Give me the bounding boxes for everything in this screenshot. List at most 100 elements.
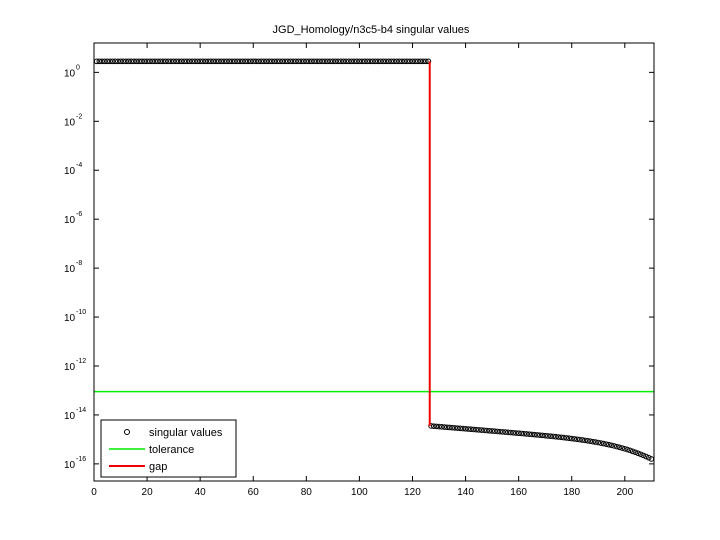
- singular-value-point: [369, 58, 376, 65]
- singular-value-point: [409, 58, 416, 65]
- series-layer: [93, 58, 655, 462]
- singular-value-point: [364, 58, 371, 65]
- singular-value-point: [449, 424, 456, 431]
- y-tick-exponent: -6: [76, 211, 82, 218]
- singular-value-point: [282, 58, 288, 65]
- singular-value-point: [584, 437, 591, 444]
- singular-value-point: [640, 452, 647, 459]
- singular-value-point: [276, 58, 283, 65]
- x-tick-label: 120: [404, 487, 421, 498]
- singular-value-point: [200, 58, 206, 65]
- singular-value-point: [518, 430, 525, 437]
- singular-value-point: [123, 58, 129, 65]
- singular-value-point: [465, 426, 472, 432]
- singular-value-point: [115, 58, 121, 65]
- singular-value-point: [367, 58, 373, 65]
- singular-value-point: [287, 58, 294, 65]
- singular-value-point: [322, 58, 328, 65]
- singular-value-point: [311, 58, 318, 65]
- singular-value-point: [136, 58, 142, 65]
- singular-value-point: [213, 58, 219, 65]
- singular-value-point: [109, 58, 116, 65]
- singular-value-point: [263, 58, 270, 65]
- singular-value-point: [178, 58, 185, 65]
- singular-value-point: [499, 429, 506, 435]
- y-tick-label: 10: [64, 411, 76, 422]
- singular-value-point: [550, 433, 556, 440]
- singular-value-point: [176, 58, 182, 65]
- singular-value-point: [335, 58, 341, 65]
- singular-value-point: [274, 58, 280, 65]
- singular-value-point: [284, 58, 291, 65]
- singular-value-point: [168, 58, 174, 65]
- singular-value-point: [184, 58, 190, 65]
- singular-value-point: [253, 58, 259, 65]
- singular-value-point: [622, 446, 628, 452]
- singular-value-point: [133, 58, 140, 65]
- singular-value-point: [247, 58, 254, 65]
- singular-value-point: [353, 58, 360, 65]
- ticks-layer: 0 20 40 60 80 100 120 140 160 180 20010010-210-410…: [64, 43, 654, 498]
- singular-value-point: [290, 58, 296, 65]
- singular-value-point: [255, 58, 262, 65]
- singular-value-point: [420, 58, 426, 65]
- singular-value-point: [351, 58, 357, 65]
- singular-value-point: [629, 448, 636, 455]
- singular-value-point: [205, 58, 211, 65]
- singular-value-point: [491, 428, 498, 435]
- y-tick-exponent: -10: [76, 309, 86, 316]
- singular-value-point: [576, 436, 583, 443]
- singular-value-point: [571, 436, 578, 442]
- singular-value-point: [226, 58, 233, 65]
- singular-value-point: [306, 58, 312, 65]
- singular-value-point: [616, 444, 623, 451]
- x-tick-label: 80: [301, 487, 313, 498]
- singular-value-point: [125, 58, 132, 65]
- singular-value-point: [385, 58, 392, 65]
- x-tick-label: 140: [457, 487, 474, 498]
- singular-value-point: [207, 58, 214, 65]
- singular-value-point: [181, 58, 188, 65]
- singular-value-point: [120, 58, 126, 65]
- singular-value-point: [128, 58, 134, 65]
- singular-value-point: [436, 423, 442, 430]
- singular-value-point: [574, 436, 580, 443]
- singular-value-point: [327, 58, 334, 65]
- singular-value-point: [643, 453, 649, 460]
- singular-value-point: [131, 58, 137, 65]
- x-tick-label: 200: [616, 487, 633, 498]
- singular-value-point: [343, 58, 349, 65]
- singular-value-point: [600, 440, 607, 447]
- singular-value-point: [141, 58, 148, 65]
- singular-value-point: [637, 451, 644, 458]
- singular-value-point: [476, 427, 482, 433]
- singular-value-point: [300, 58, 307, 65]
- singular-value-point: [515, 430, 522, 437]
- singular-value-point: [391, 58, 397, 65]
- y-tick-exponent: -2: [76, 113, 82, 120]
- singular-value-point: [430, 423, 437, 429]
- singular-value-point: [316, 58, 323, 65]
- singular-value-point: [324, 58, 331, 65]
- x-tick-label: 60: [248, 487, 260, 498]
- y-tick-exponent: -16: [76, 456, 86, 463]
- singular-value-point: [462, 425, 469, 432]
- legend: singular values tolerance gap: [100, 419, 237, 478]
- singular-value-point: [558, 434, 564, 441]
- singular-value-point: [152, 58, 158, 65]
- singular-value-point: [160, 58, 166, 65]
- singular-value-point: [502, 429, 509, 435]
- singular-value-point: [568, 435, 575, 442]
- singular-value-point: [117, 58, 124, 65]
- singular-value-point: [173, 58, 180, 65]
- singular-value-point: [266, 58, 272, 65]
- y-tick-label: 10: [64, 68, 76, 79]
- chart-title: JGD_Homology/n3c5-b4 singular values: [273, 24, 470, 36]
- singular-value-point: [340, 58, 347, 65]
- singular-value-point: [383, 58, 389, 65]
- singular-value-point: [303, 58, 310, 65]
- singular-value-point: [104, 58, 111, 65]
- y-tick-exponent: 0: [76, 64, 80, 71]
- singular-value-point: [555, 434, 562, 440]
- x-tick-label: 160: [510, 487, 527, 498]
